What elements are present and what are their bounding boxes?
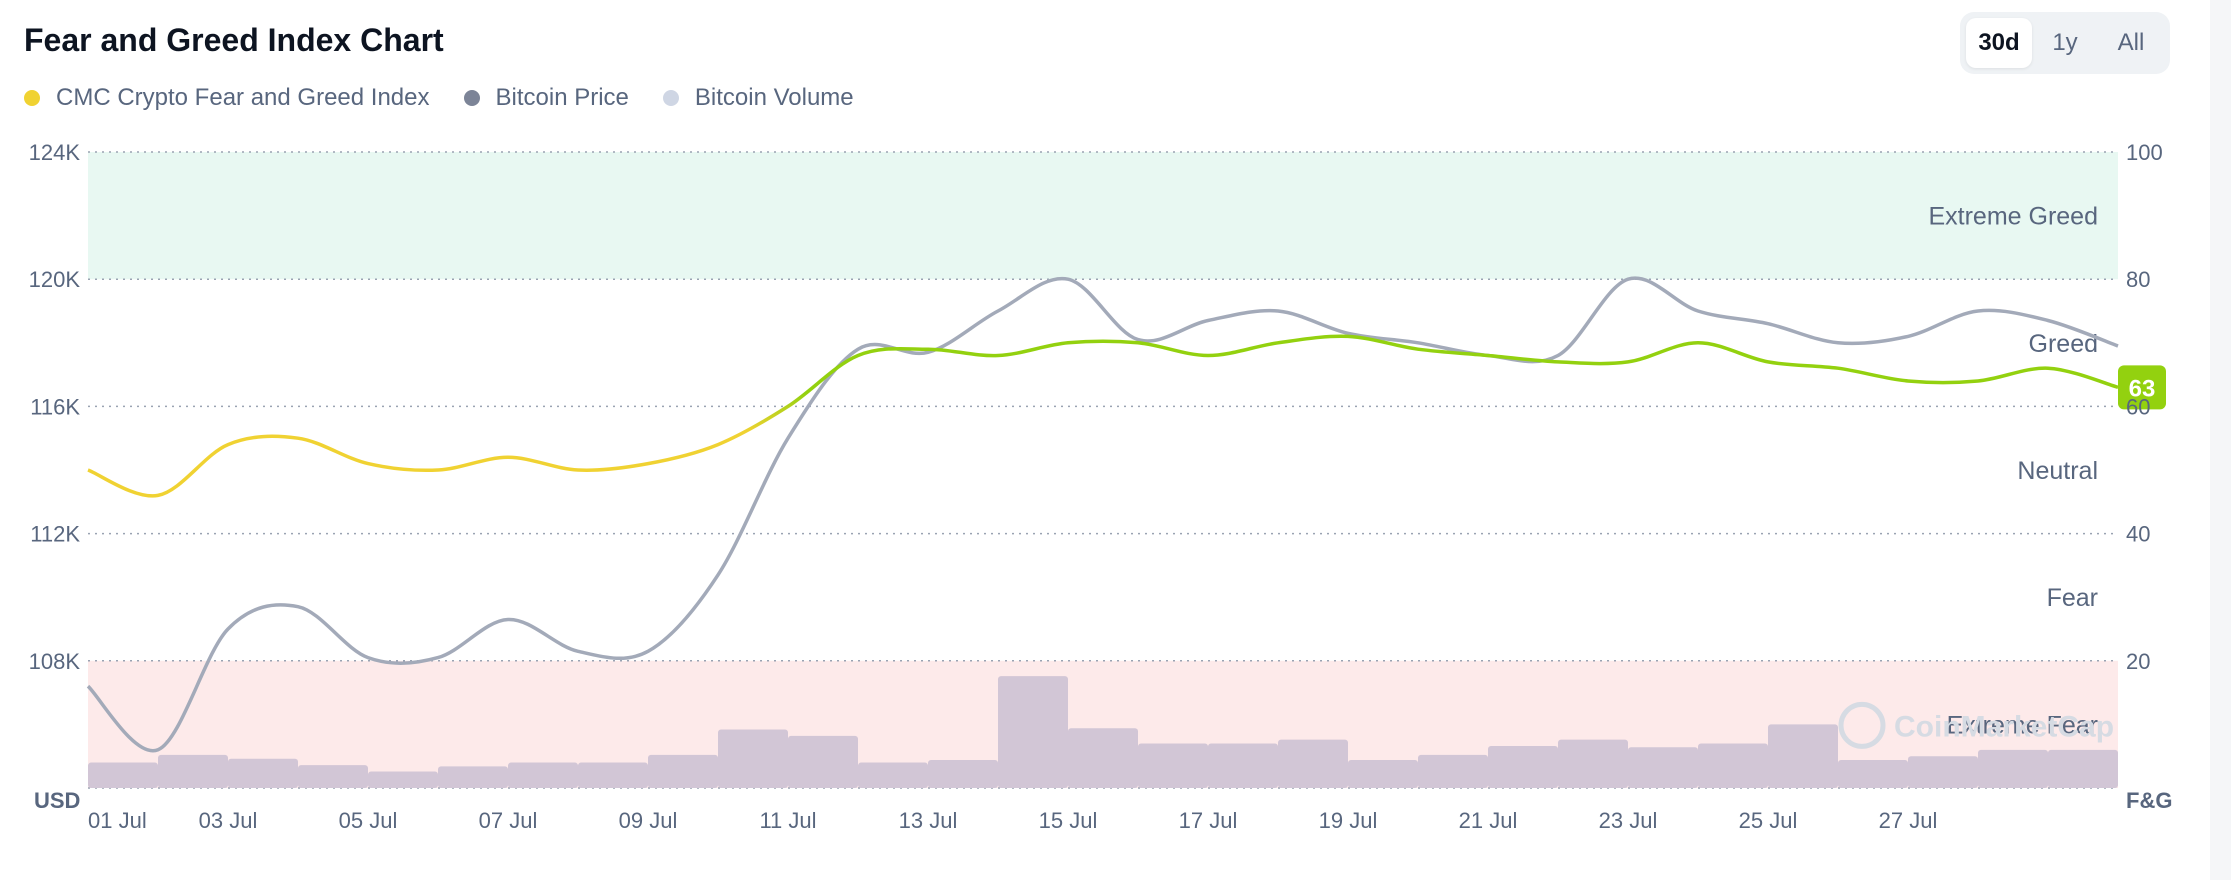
- volume-bar: [718, 729, 788, 788]
- bitcoin-price-line: [86, 276, 2119, 753]
- volume-bar: [1488, 746, 1558, 788]
- volume-bar: [2048, 749, 2118, 788]
- page-scrollbar[interactable]: [2210, 0, 2231, 880]
- x-axis-tick: 23 Jul: [1599, 808, 1658, 833]
- zone-band-extreme-greed: [88, 152, 2118, 280]
- current-value-badge-text: 63: [2129, 375, 2156, 402]
- legend-dot-bitcoin-price: [463, 90, 480, 106]
- volume-bar: [1138, 743, 1208, 788]
- left-axis-tick: 108K: [29, 649, 81, 674]
- volume-bar: [158, 754, 228, 788]
- coinmarketcap-logo-icon: [1838, 701, 1886, 749]
- right-axis-tick: 40: [2126, 522, 2150, 547]
- volume-bar: [1768, 724, 1838, 788]
- x-axis-tick: 05 Jul: [339, 808, 398, 833]
- legend-bitcoin-volume[interactable]: Bitcoin Volume: [662, 84, 854, 112]
- legend-fear-greed[interactable]: CMC Crypto Fear and Greed Index: [24, 84, 430, 112]
- legend-bitcoin-price[interactable]: Bitcoin Price: [463, 84, 629, 112]
- right-axis-unit: F&G: [2126, 788, 2172, 813]
- x-axis-tick: 27 Jul: [1879, 808, 1938, 833]
- legend-label-bitcoin-volume: Bitcoin Volume: [694, 84, 854, 111]
- volume-bar: [298, 765, 368, 788]
- watermark-text: CoinMarketCap: [1894, 710, 2114, 743]
- volume-bar: [648, 754, 718, 788]
- volume-bar: [788, 735, 858, 788]
- volume-bar: [928, 760, 998, 788]
- volume-bar: [858, 762, 928, 788]
- volume-bar: [1208, 743, 1278, 788]
- right-axis-tick: 100: [2126, 140, 2163, 165]
- volume-bar: [438, 766, 508, 788]
- x-axis-tick: 11 Jul: [759, 808, 816, 833]
- volume-bar: [1978, 749, 2048, 788]
- range-1y-button[interactable]: 1y: [2032, 18, 2098, 68]
- legend-dot-bitcoin-volume: [662, 90, 679, 106]
- time-range-selector: 30d 1y All: [1960, 12, 2170, 74]
- volume-bar: [508, 762, 578, 788]
- x-axis-tick: 01 Jul: [88, 808, 147, 833]
- right-axis-tick: 20: [2126, 649, 2150, 674]
- x-axis-tick: 03 Jul: [199, 808, 258, 833]
- right-axis-tick: 80: [2126, 267, 2150, 292]
- range-all-button[interactable]: All: [2098, 18, 2164, 68]
- x-axis-tick: 17 Jul: [1179, 808, 1238, 833]
- volume-bar: [368, 771, 438, 788]
- legend-label-bitcoin-price: Bitcoin Price: [495, 84, 629, 111]
- zone-label-extreme-fear: Extreme Fear: [1947, 711, 2098, 739]
- x-axis-tick: 15 Jul: [1039, 808, 1098, 833]
- x-axis-tick: 19 Jul: [1319, 808, 1378, 833]
- x-axis-tick: 21 Jul: [1459, 808, 1518, 833]
- volume-bar: [1348, 760, 1418, 788]
- x-axis-tick: 07 Jul: [479, 808, 538, 833]
- chart-title: Fear and Greed Index Chart: [24, 22, 444, 58]
- zone-label-extreme-greed: Extreme Greed: [1928, 203, 2098, 231]
- volume-bar: [88, 762, 158, 788]
- volume-bar: [1838, 760, 1908, 788]
- left-axis-tick: 124K: [29, 140, 81, 165]
- fear-greed-line: [87, 334, 2119, 498]
- volume-bar: [1908, 756, 1978, 788]
- x-axis-tick: 09 Jul: [619, 808, 678, 833]
- volume-bar: [578, 762, 648, 788]
- volume-bar: [1628, 747, 1698, 788]
- volume-bar: [1418, 754, 1488, 788]
- volume-bar: [1698, 743, 1768, 788]
- left-axis-tick: 120K: [29, 267, 81, 292]
- legend-dot-fear-greed: [24, 90, 40, 106]
- volume-bar: [1558, 739, 1628, 788]
- x-axis-tick: 25 Jul: [1739, 808, 1798, 833]
- left-axis-tick: 116K: [30, 394, 80, 419]
- left-axis-tick: 112K: [30, 522, 80, 547]
- zone-label-fear: Fear: [2047, 584, 2098, 612]
- zone-label-neutral: Neutral: [2017, 457, 2098, 485]
- volume-bar: [228, 758, 298, 788]
- volume-bar: [1068, 728, 1138, 788]
- x-axis-tick: 13 Jul: [899, 808, 958, 833]
- chart-legend: CMC Crypto Fear and Greed Index Bitcoin …: [24, 84, 888, 112]
- current-value-badge: [2118, 365, 2166, 410]
- left-axis-unit: USD: [34, 788, 80, 813]
- right-axis-tick: 60: [2126, 394, 2150, 419]
- volume-bar: [998, 676, 1068, 788]
- legend-label-fear-greed: CMC Crypto Fear and Greed Index: [56, 84, 430, 111]
- range-30d-button[interactable]: 30d: [1966, 18, 2032, 68]
- volume-bar: [1278, 739, 1348, 788]
